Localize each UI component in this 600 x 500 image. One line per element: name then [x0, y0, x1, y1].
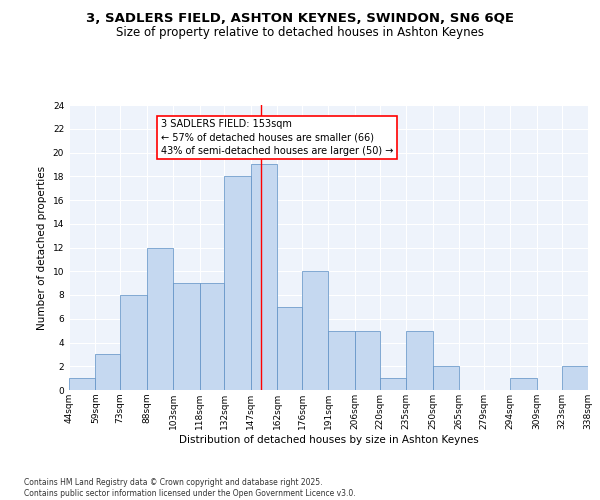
Bar	[355, 330, 380, 390]
Bar	[69, 378, 95, 390]
Bar	[95, 354, 120, 390]
X-axis label: Distribution of detached houses by size in Ashton Keynes: Distribution of detached houses by size …	[179, 434, 478, 444]
Bar	[406, 330, 433, 390]
Text: Contains HM Land Registry data © Crown copyright and database right 2025.
Contai: Contains HM Land Registry data © Crown c…	[24, 478, 356, 498]
Bar	[433, 366, 459, 390]
Bar	[302, 271, 329, 390]
Bar	[251, 164, 277, 390]
Text: Size of property relative to detached houses in Ashton Keynes: Size of property relative to detached ho…	[116, 26, 484, 39]
Bar	[146, 248, 173, 390]
Bar	[562, 366, 588, 390]
Y-axis label: Number of detached properties: Number of detached properties	[37, 166, 47, 330]
Bar	[329, 330, 355, 390]
Text: 3, SADLERS FIELD, ASHTON KEYNES, SWINDON, SN6 6QE: 3, SADLERS FIELD, ASHTON KEYNES, SWINDON…	[86, 12, 514, 26]
Bar	[200, 283, 224, 390]
Bar	[511, 378, 537, 390]
Bar	[224, 176, 251, 390]
Bar	[380, 378, 406, 390]
Bar	[120, 295, 146, 390]
Bar	[173, 283, 200, 390]
Text: 3 SADLERS FIELD: 153sqm
← 57% of detached houses are smaller (66)
43% of semi-de: 3 SADLERS FIELD: 153sqm ← 57% of detache…	[161, 120, 393, 156]
Bar	[277, 307, 302, 390]
